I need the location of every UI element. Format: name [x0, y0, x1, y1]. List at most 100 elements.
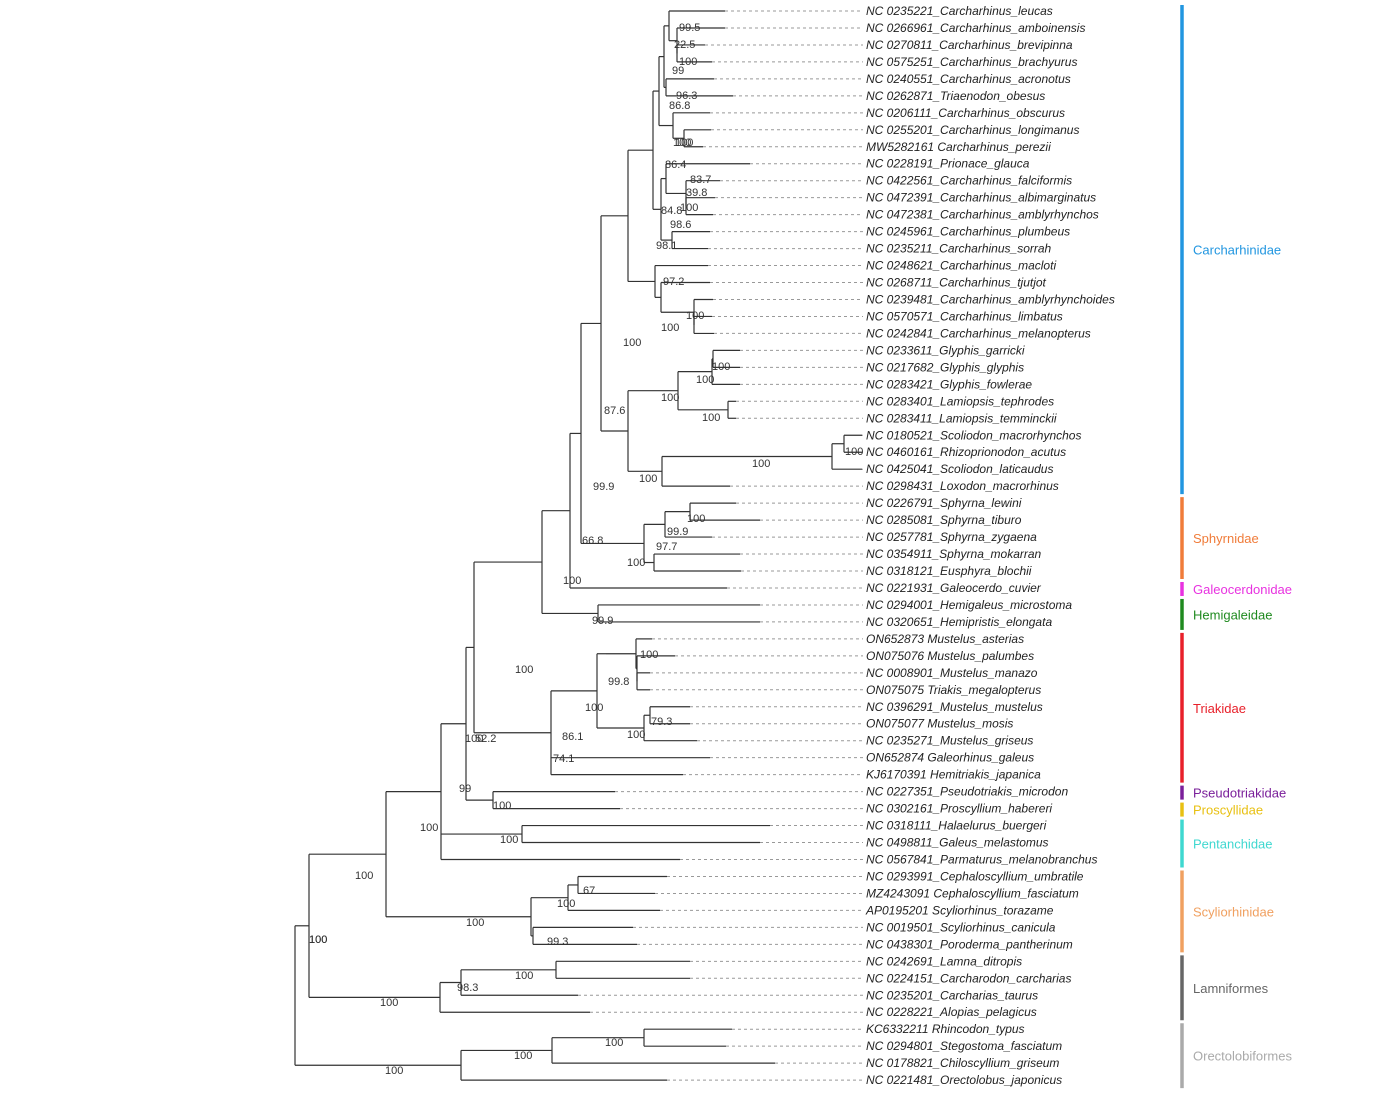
- tip-label: ON075076 Mustelus_palumbes: [866, 649, 1034, 663]
- support-value: 98.1: [656, 240, 677, 252]
- tip-label: NC 0235221_Carcharhinus_leucas: [866, 4, 1053, 18]
- tree-branches: [294, 10, 862, 1081]
- support-value: 98.6: [670, 219, 691, 231]
- support-value: 100: [845, 446, 863, 458]
- support-value: 87.6: [604, 405, 625, 417]
- tip-label: NC 0257781_Sphyrna_zygaena: [866, 530, 1037, 544]
- tip-label: NC 0228191_Prionace_glauca: [866, 157, 1030, 171]
- clade-label: Triakidae: [1193, 701, 1246, 716]
- tip-label: NC 0242841_Carcharhinus_melanopterus: [866, 326, 1091, 340]
- support-value: 100: [627, 557, 645, 569]
- support-value: 100: [702, 412, 720, 424]
- tip-label: NC 0294001_Hemigaleus_microstoma: [866, 598, 1072, 612]
- support-value: 100: [605, 1037, 623, 1049]
- support-value: 100: [420, 822, 438, 834]
- tip-label: NC 0217682_Glyphis_glyphis: [866, 360, 1024, 374]
- tip-label: NC 0567841_Parmaturus_melanobranchus: [866, 853, 1097, 867]
- tip-label: NC 0239481_Carcharhinus_amblyrhynchoides: [866, 292, 1115, 306]
- tip-label: NC 0233611_Glyphis_garricki: [866, 343, 1025, 357]
- support-value: 100: [465, 733, 483, 745]
- clade-label: Lamniformes: [1193, 981, 1269, 996]
- tip-label: KJ6170391 Hemitriakis_japanica: [866, 768, 1041, 782]
- tip-label: NC 0570571_Carcharhinus_limbatus: [866, 309, 1063, 323]
- tip-label: NC 0226791_Sphyrna_lewini: [866, 496, 1022, 510]
- support-value: 99: [459, 783, 471, 795]
- support-value: 97.7: [656, 541, 677, 553]
- support-value: 100: [355, 870, 373, 882]
- support-value: 100: [380, 997, 398, 1009]
- tip-label: NC 0283421_Glyphis_fowlerae: [866, 377, 1032, 391]
- support-value: 100: [515, 664, 533, 676]
- tip-label: NC 0221931_Galeocerdo_cuvier: [866, 581, 1042, 595]
- support-value: 99.9: [593, 481, 614, 493]
- support-value: 100: [466, 917, 484, 929]
- support-value: 100: [514, 1050, 532, 1062]
- tip-label: NC 0302161_Proscyllium_habereri: [866, 802, 1052, 816]
- support-value: 100: [493, 800, 511, 812]
- support-value: 100: [557, 898, 575, 910]
- clade-label: Galeocerdonidae: [1193, 582, 1292, 597]
- tip-label: AP0195201 Scyliorhinus_torazame: [865, 903, 1054, 917]
- support-value: 100: [679, 56, 697, 68]
- clade-label: Pseudotriakidae: [1193, 786, 1286, 801]
- clade-annotations: Carcharhinidae Sphyrnidae Galeocerdonidae H…: [1180, 5, 1292, 1089]
- tip-label: NC 0320651_Hemipristis_elongata: [866, 615, 1052, 629]
- clade-label: Sphyrnidae: [1193, 531, 1259, 546]
- support-value: 99.8: [608, 676, 629, 688]
- tip-label: NC 0293991_Cephaloscyllium_umbratile: [866, 869, 1084, 883]
- tip-label: NC 0180521_Scoliodon_macrorhynchos: [866, 428, 1081, 442]
- tip-label: KC6332211 Rhincodon_typus: [866, 1022, 1025, 1036]
- clade-label: Carcharhinidae: [1193, 243, 1281, 258]
- tip-label: NC 0285081_Sphyrna_tiburo: [866, 513, 1022, 527]
- support-value: 100: [675, 137, 693, 149]
- support-value: 100: [712, 361, 730, 373]
- support-value: 86.4: [665, 159, 686, 171]
- support-value: 99: [672, 65, 684, 77]
- tip-lead-lines: [578, 10, 863, 1081]
- tip-label: NC 0283401_Lamiopsis_tephrodes: [866, 394, 1054, 408]
- support-value: 100: [640, 649, 658, 661]
- tip-label: NC 0235201_Carcharias_taurus: [866, 988, 1038, 1002]
- tip-label: NC 0438301_Poroderma_pantherinum: [866, 937, 1073, 951]
- tip-labels: NC 0235221_Carcharhinus_leucas NC 0266961…: [865, 4, 1115, 1087]
- support-value: 100: [500, 834, 518, 846]
- clade-label: Pentanchidae: [1193, 837, 1273, 852]
- tip-label: NC 0235211_Carcharhinus_sorrah: [866, 242, 1052, 256]
- support-value: 100: [752, 458, 770, 470]
- clade-label: Hemigaleidae: [1193, 607, 1273, 622]
- support-value: 86.8: [669, 100, 690, 112]
- clade-label: Proscyllidae: [1193, 803, 1263, 818]
- tip-label: NC 0255201_Carcharhinus_longimanus: [866, 123, 1079, 137]
- support-value: 100: [563, 575, 581, 587]
- support-value: 100: [385, 1065, 403, 1077]
- clade-label: Scyliorhinidae: [1193, 904, 1274, 919]
- support-value: 100: [680, 202, 698, 214]
- support-value: 22.5: [674, 39, 695, 51]
- tip-label: NC 0221481_Orectolobus_japonicus: [866, 1073, 1062, 1087]
- tip-label: NC 0227351_Pseudotriakis_microdon: [866, 785, 1068, 799]
- tip-label: NC 0248621_Carcharhinus_macloti: [866, 259, 1056, 273]
- tip-label: NC 0178821_Chiloscyllium_griseum: [866, 1056, 1059, 1070]
- tip-label: NC 0268711_Carcharhinus_tjutjot: [866, 276, 1047, 290]
- support-value: 66.8: [582, 535, 603, 547]
- support-value: 74.1: [553, 753, 574, 765]
- support-value: 100: [585, 702, 603, 714]
- tip-label: NC 0422561_Carcharhinus_falciformis: [866, 174, 1072, 188]
- support-value: 84.8: [661, 205, 682, 217]
- tip-label: NC 0498811_Galeus_melastomus: [866, 836, 1049, 850]
- support-value: 100: [696, 374, 714, 386]
- support-value: 86.1: [562, 731, 583, 743]
- tip-label: MZ4243091 Cephaloscyllium_fasciatum: [866, 886, 1079, 900]
- support-value: 99.9: [592, 615, 613, 627]
- tip-label: NC 0008901_Mustelus_manazo: [866, 666, 1038, 680]
- tip-label: NC 0245961_Carcharhinus_plumbeus: [866, 225, 1070, 239]
- tip-label: NC 0235271_Mustelus_griseus: [866, 734, 1033, 748]
- tip-label: NC 0318121_Eusphyra_blochii: [866, 564, 1032, 578]
- support-value: 99.9: [667, 526, 688, 538]
- tip-label: NC 0266961_Carcharhinus_amboinensis: [866, 21, 1085, 35]
- tip-label: NC 0354911_Sphyrna_mokarran: [866, 547, 1042, 561]
- tip-label: NC 0224151_Carcharodon_carcharias: [866, 971, 1071, 985]
- support-value: 100: [673, 137, 691, 149]
- tip-label: NC 0242691_Lamna_ditropis: [866, 954, 1022, 968]
- support-value: 100: [687, 513, 705, 525]
